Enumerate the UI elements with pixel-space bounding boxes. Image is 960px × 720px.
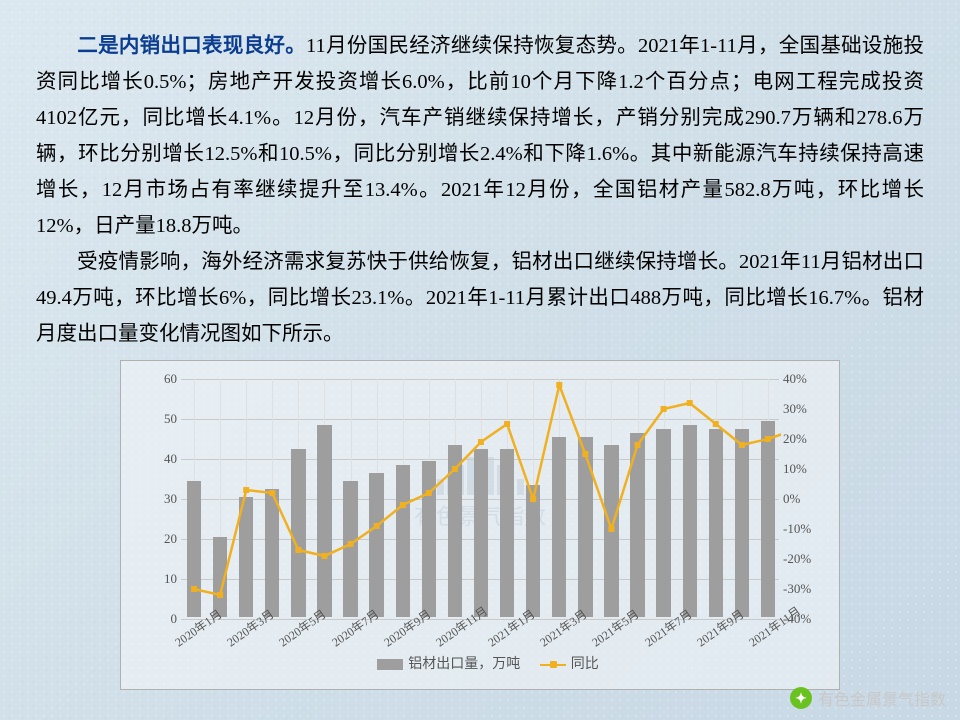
y-left-tick: 20: [121, 521, 177, 557]
bar: [369, 473, 383, 617]
y-left-tick: 40: [121, 441, 177, 477]
wechat-icon: ✦: [790, 687, 812, 709]
y-left-tick: 30: [121, 481, 177, 517]
bar: [735, 429, 749, 617]
source-attribution: ✦ 有色金属景气指数: [790, 686, 946, 710]
y-left-tick: 10: [121, 561, 177, 597]
y-left-tick: 50: [121, 401, 177, 437]
bar: [343, 481, 357, 617]
chart-legend: 铝材出口量，万吨 同比: [121, 647, 839, 683]
bar: [552, 437, 566, 617]
bar: [630, 433, 644, 617]
para1-highlight: 二是内销出口表现良好。: [77, 35, 306, 57]
bar: [317, 425, 331, 617]
bar: [265, 489, 279, 617]
bar: [578, 437, 592, 617]
document-body: 二是内销出口表现良好。11月份国民经济继续保持恢复态势。2021年1-11月，全…: [0, 0, 960, 700]
bar: [291, 449, 305, 617]
legend-bar-label: 铝材出口量，万吨: [408, 657, 520, 672]
source-label: 有色金属景气指数: [818, 686, 946, 710]
y-right-tick: 40%: [783, 361, 839, 397]
bar: [422, 461, 436, 617]
para1-body: 11月份国民经济继续保持恢复态势。2021年1-11月，全国基础设施投资同比增长…: [36, 35, 924, 237]
bar: [448, 445, 462, 617]
bar: [709, 429, 723, 617]
bar: [683, 425, 697, 617]
bar: [656, 429, 670, 617]
bar: [604, 445, 618, 617]
export-chart: 有色景气指数 铝材出口量，万吨 同比 0102030405060-40%-30%…: [120, 360, 840, 690]
paragraph-1: 二是内销出口表现良好。11月份国民经济继续保持恢复态势。2021年1-11月，全…: [36, 28, 924, 244]
legend-bar-swatch: [377, 659, 403, 670]
paragraph-2: 受疫情影响，海外经济需求复苏快于供给恢复，铝材出口继续保持增长。2021年11月…: [36, 244, 924, 352]
y-left-tick: 60: [121, 361, 177, 397]
bar: [239, 497, 253, 617]
bar: [761, 421, 775, 617]
bar: [526, 485, 540, 617]
bar: [474, 449, 488, 617]
plot-area: [181, 379, 779, 617]
bar: [187, 481, 201, 617]
bar: [500, 449, 514, 617]
bar: [396, 465, 410, 617]
para2-body: 受疫情影响，海外经济需求复苏快于供给恢复，铝材出口继续保持增长。2021年11月…: [36, 251, 924, 345]
legend-line-label: 同比: [571, 657, 599, 672]
